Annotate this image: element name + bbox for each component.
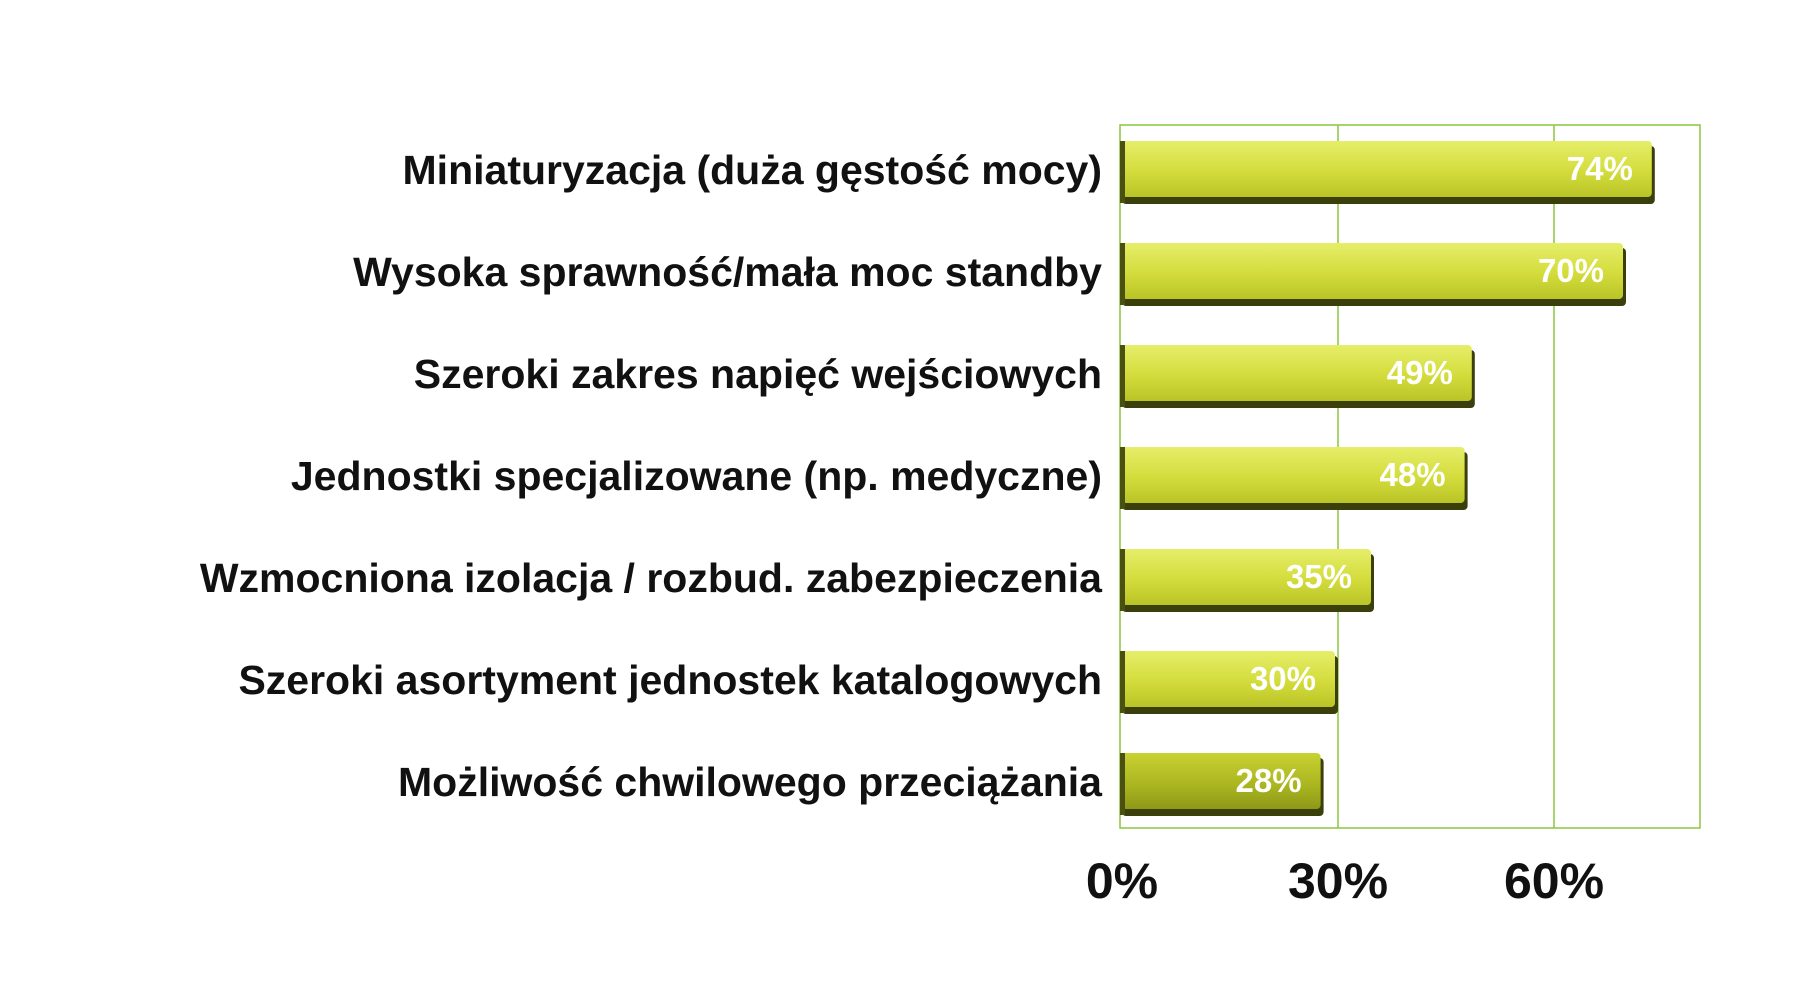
value-label: 35%: [1286, 558, 1352, 595]
bar: [1122, 243, 1623, 299]
bar-edge: [1120, 753, 1125, 815]
bar: [1122, 345, 1472, 401]
bars: [1120, 141, 1655, 816]
bar: [1122, 651, 1335, 707]
bar: [1122, 447, 1465, 503]
category-labels: Miniaturyzacja (duża gęstość mocy) Wysoka…: [200, 147, 1103, 805]
bar-edge: [1120, 447, 1125, 509]
bar-edge: [1120, 243, 1125, 305]
x-tick-label: 30%: [1288, 853, 1388, 909]
value-label: 30%: [1250, 660, 1316, 697]
value-label: 28%: [1236, 762, 1302, 799]
category-label: Wysoka sprawność/mała moc standby: [353, 249, 1102, 295]
bar-edge: [1120, 651, 1125, 713]
category-label: Szeroki asortyment jednostek katalogowyc…: [238, 657, 1102, 703]
bar: [1122, 141, 1652, 197]
category-label: Wzmocniona izolacja / rozbud. zabezpiecz…: [200, 555, 1103, 601]
bar-edge: [1120, 549, 1125, 611]
x-tick-label: 0%: [1086, 853, 1158, 909]
value-label: 49%: [1387, 354, 1453, 391]
bar: [1122, 753, 1321, 809]
value-label: 48%: [1380, 456, 1446, 493]
value-labels: 74% 70% 49% 48% 35% 30% 28%: [1236, 150, 1633, 799]
x-tick-labels: 0% 30% 60%: [1086, 853, 1604, 909]
value-label: 70%: [1538, 252, 1604, 289]
category-label: Jednostki specjalizowane (np. medyczne): [291, 453, 1102, 499]
bar: [1122, 549, 1371, 605]
value-label: 74%: [1567, 150, 1633, 187]
category-label: Możliwość chwilowego przeciążania: [398, 759, 1103, 805]
category-label: Szeroki zakres napięć wejściowych: [414, 351, 1102, 397]
category-label: Miniaturyzacja (duża gęstość mocy): [403, 147, 1102, 193]
x-tick-label: 60%: [1504, 853, 1604, 909]
bar-edge: [1120, 345, 1125, 407]
bar-edge: [1120, 141, 1125, 203]
